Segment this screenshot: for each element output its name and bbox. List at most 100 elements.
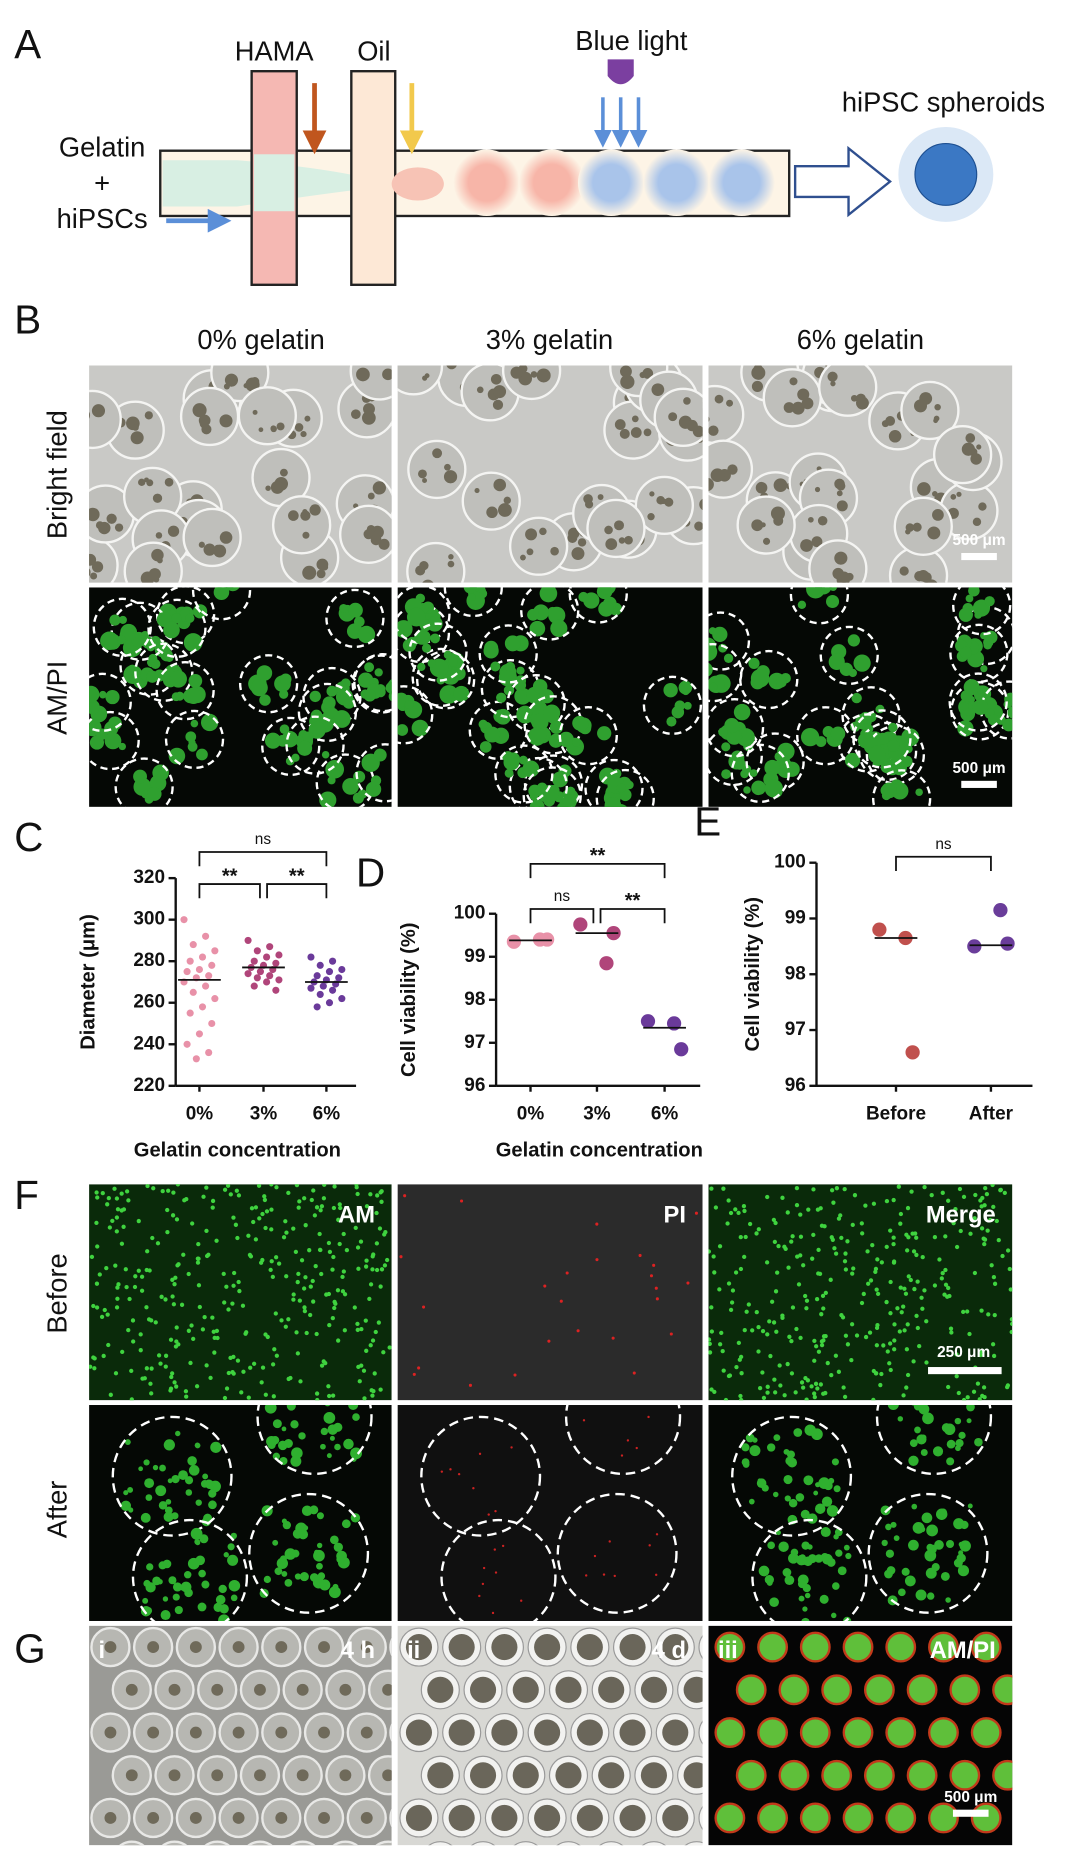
microgel-outline	[952, 587, 1012, 636]
cell	[272, 1419, 282, 1429]
cell	[332, 1305, 337, 1311]
row-label: Bright field	[42, 410, 73, 539]
cell	[333, 1542, 343, 1552]
cell	[197, 1602, 207, 1612]
data-point	[205, 1049, 213, 1057]
x-axis-label: Gelatin concentration	[134, 1139, 341, 1161]
cell	[363, 1318, 368, 1323]
cell	[294, 1330, 299, 1335]
cell-cluster	[279, 673, 292, 686]
cell-cluster	[219, 531, 233, 544]
cell	[891, 1241, 896, 1247]
cell	[186, 1271, 191, 1277]
cell	[263, 1225, 268, 1231]
cell	[491, 1611, 495, 1615]
cell	[595, 1258, 599, 1262]
spheroid	[662, 1634, 689, 1661]
cell-cluster	[522, 760, 540, 778]
cell-cluster	[446, 365, 457, 370]
cell-cluster	[351, 409, 361, 420]
cell	[890, 1521, 897, 1528]
data-point	[319, 982, 327, 990]
micrograph	[89, 587, 392, 807]
cell	[803, 1293, 808, 1299]
cell	[210, 1441, 222, 1453]
cell	[171, 1302, 177, 1307]
cell	[213, 1602, 223, 1612]
y-tick-label: 98	[785, 963, 806, 984]
microgel-outline	[508, 756, 568, 807]
cell	[368, 1343, 373, 1348]
cell	[316, 1512, 324, 1520]
cell-cluster	[550, 546, 559, 556]
cell	[903, 1291, 909, 1296]
cell	[787, 1334, 792, 1339]
cell	[990, 1342, 996, 1347]
cell	[850, 1222, 855, 1228]
cell	[357, 1379, 362, 1384]
cell-cluster	[147, 786, 162, 801]
cell-cluster	[316, 569, 326, 579]
cell	[795, 1493, 805, 1502]
junction	[254, 154, 295, 212]
cell	[994, 1218, 999, 1224]
cell-cluster	[279, 689, 289, 699]
cell-cluster	[527, 727, 547, 746]
cell-cluster	[504, 635, 521, 652]
cell-cluster	[164, 477, 174, 487]
cell	[173, 1275, 178, 1280]
cell	[951, 1221, 956, 1226]
microgel-outline	[708, 698, 765, 758]
cell	[158, 1361, 163, 1366]
cell	[337, 1241, 342, 1247]
cell	[897, 1329, 902, 1334]
cell-cluster	[89, 685, 100, 703]
cell-cluster	[304, 415, 311, 422]
cell	[897, 1416, 904, 1422]
cell-cluster	[972, 517, 982, 527]
cell	[240, 1303, 246, 1308]
cell	[251, 1219, 256, 1225]
cell	[943, 1234, 948, 1239]
y-tick-label: 99	[785, 907, 806, 928]
spheroid	[1015, 1804, 1043, 1832]
spheroid	[491, 1719, 518, 1746]
cell-cluster	[89, 411, 91, 419]
cell	[917, 1344, 922, 1349]
cell	[760, 1329, 766, 1334]
cell	[387, 1345, 392, 1350]
cell	[793, 1390, 798, 1395]
cell	[914, 1426, 921, 1434]
cell	[375, 1193, 380, 1198]
y-axis-label: Diameter (μm)	[77, 914, 99, 1050]
cell	[828, 1277, 833, 1282]
cell-cluster	[527, 608, 540, 621]
cell-cluster	[468, 593, 476, 601]
cell-cluster	[800, 727, 820, 747]
cell	[807, 1513, 818, 1524]
cell-cluster	[397, 724, 409, 736]
cell-cluster	[510, 366, 523, 379]
cell-cluster	[847, 634, 861, 647]
spheroid	[885, 1717, 917, 1748]
cell	[319, 1204, 325, 1209]
cell-cluster	[388, 691, 392, 702]
microgel-outline	[875, 1405, 993, 1476]
cell-cluster	[568, 527, 580, 540]
cell	[313, 1549, 325, 1562]
cell	[1009, 1329, 1013, 1335]
cell	[756, 1227, 761, 1232]
cell	[721, 1186, 726, 1191]
cell-cluster	[452, 668, 464, 681]
cell	[946, 1285, 951, 1291]
spheroid	[147, 1726, 160, 1739]
microgel	[375, 1840, 392, 1846]
cell	[967, 1331, 972, 1337]
cell	[958, 1541, 964, 1547]
cell	[726, 1198, 731, 1203]
cell-cluster	[325, 759, 345, 779]
cell	[326, 1291, 332, 1297]
cell	[274, 1255, 279, 1260]
cell	[811, 1232, 816, 1237]
cell	[350, 1447, 362, 1460]
